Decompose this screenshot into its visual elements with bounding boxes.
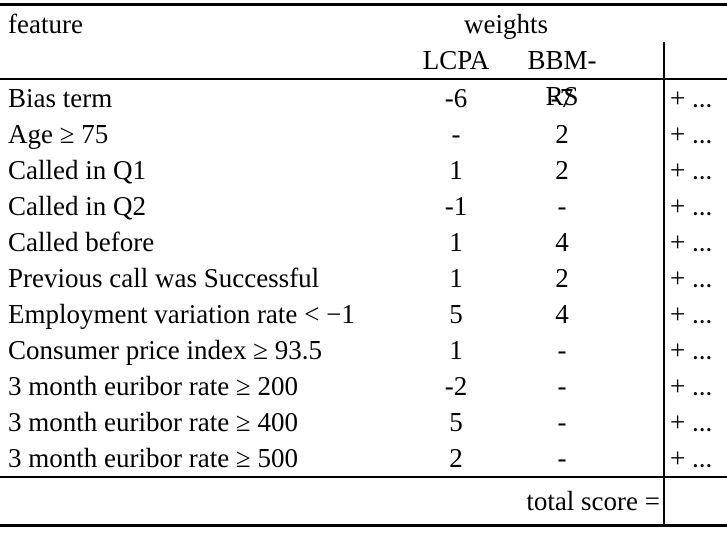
feature-cell: Previous call was Successful <box>8 263 320 293</box>
feature-cell: Called before <box>8 227 155 257</box>
bbm-rs-weight-cell: 4 <box>555 227 569 257</box>
top-rule <box>0 3 727 6</box>
plus-ellipsis-cell: + ... <box>663 80 727 116</box>
spacer-cell <box>612 224 663 260</box>
spacer-cell <box>612 116 663 152</box>
header-row-methods: LCPA BBM-RS <box>0 42 727 114</box>
plus-ellipsis-cell: + ... <box>663 368 727 404</box>
plus-ellipsis-cell: + ... <box>663 332 727 368</box>
table-row: Age ≥ 75 - 2 + ... <box>0 116 727 152</box>
bbm-rs-weight-cell: - <box>557 371 567 401</box>
spacer-cell <box>612 152 663 188</box>
lcpa-weight-cell: 1 <box>449 155 463 185</box>
feature-cell: 3 month euribor rate ≥ 500 <box>8 443 298 473</box>
bbm-rs-weight-cell: -7 <box>550 83 574 113</box>
feature-cell: Consumer price index ≥ 93.5 <box>8 335 323 365</box>
spacer-cell <box>612 368 663 404</box>
spacer-cell <box>612 440 663 476</box>
lcpa-weight-cell: -1 <box>444 191 468 221</box>
footer-row: total score = <box>0 478 727 524</box>
lcpa-weight-cell: -6 <box>444 83 468 113</box>
plus-ellipsis-cell: + ... <box>663 116 727 152</box>
plus-ellipsis-cell: + ... <box>663 440 727 476</box>
bbm-rs-weight-cell: - <box>557 191 567 221</box>
spacer-cell <box>612 404 663 440</box>
feature-cell: Called in Q1 <box>8 155 146 185</box>
lcpa-weight-cell: 2 <box>449 443 463 473</box>
bottom-rule <box>0 524 727 527</box>
vertical-rule-cell <box>663 478 727 524</box>
table-row: Employment variation rate < −1 5 4 + ... <box>0 296 727 332</box>
plus-ellipsis-cell: + ... <box>663 224 727 260</box>
table-row: 3 month euribor rate ≥ 500 2 - + ... <box>0 440 727 476</box>
table-row: Consumer price index ≥ 93.5 1 - + ... <box>0 332 727 368</box>
bbm-rs-weight-cell: 2 <box>555 119 569 149</box>
plus-ellipsis-cell: + ... <box>663 188 727 224</box>
bbm-rs-weight-cell: 2 <box>555 263 569 293</box>
column-header-weights: weights <box>464 9 548 39</box>
feature-cell: Called in Q2 <box>8 191 146 221</box>
bbm-rs-weight-cell: 4 <box>555 299 569 329</box>
bbm-rs-weight-cell: - <box>557 335 567 365</box>
feature-cell: Bias term <box>8 83 113 113</box>
feature-cell: Age ≥ 75 <box>8 119 109 149</box>
lcpa-weight-cell: -2 <box>444 371 468 401</box>
total-score-label: total score = <box>526 486 660 516</box>
spacer-cell <box>612 332 663 368</box>
column-header-lcpa: LCPA <box>422 45 490 75</box>
column-header-bbm-rs: BBM-RS <box>527 45 597 111</box>
lcpa-weight-cell: 5 <box>449 299 463 329</box>
feature-cell: Employment variation rate < −1 <box>8 299 355 329</box>
spacer-cell <box>612 80 663 116</box>
table-row: Called in Q1 1 2 + ... <box>0 152 727 188</box>
plus-ellipsis-cell: + ... <box>663 260 727 296</box>
lcpa-weight-cell: 1 <box>449 227 463 257</box>
table-row: Called in Q2 -1 - + ... <box>0 188 727 224</box>
header-rule <box>0 78 727 80</box>
footer-rule <box>0 476 727 478</box>
lcpa-weight-cell: 1 <box>449 335 463 365</box>
lcpa-weight-cell: 5 <box>449 407 463 437</box>
spacer-cell <box>612 188 663 224</box>
spacer-cell <box>612 296 663 332</box>
table-row: Called before 1 4 + ... <box>0 224 727 260</box>
spacer-cell <box>612 260 663 296</box>
plus-ellipsis-cell: + ... <box>663 296 727 332</box>
column-header-feature: feature <box>8 9 83 39</box>
feature-cell: 3 month euribor rate ≥ 200 <box>8 371 298 401</box>
lcpa-weight-cell: 1 <box>449 263 463 293</box>
plus-ellipsis-cell: + ... <box>663 404 727 440</box>
bbm-rs-weight-cell: - <box>557 407 567 437</box>
bbm-rs-weight-cell: 2 <box>555 155 569 185</box>
table-row: Previous call was Successful 1 2 + ... <box>0 260 727 296</box>
table-row: 3 month euribor rate ≥ 400 5 - + ... <box>0 404 727 440</box>
plus-ellipsis-cell: + ... <box>663 152 727 188</box>
table-row: 3 month euribor rate ≥ 200 -2 - + ... <box>0 368 727 404</box>
bbm-rs-weight-cell: - <box>557 443 567 473</box>
vertical-rule-cell <box>663 42 727 114</box>
feature-cell: 3 month euribor rate ≥ 400 <box>8 407 298 437</box>
lcpa-weight-cell: - <box>451 119 461 149</box>
header-row-weights: feature weights <box>0 6 727 42</box>
scoring-system-table: feature weights LCPA BBM-RS Bias term -6… <box>0 3 727 527</box>
table-row: Bias term -6 -7 + ... <box>0 80 727 116</box>
